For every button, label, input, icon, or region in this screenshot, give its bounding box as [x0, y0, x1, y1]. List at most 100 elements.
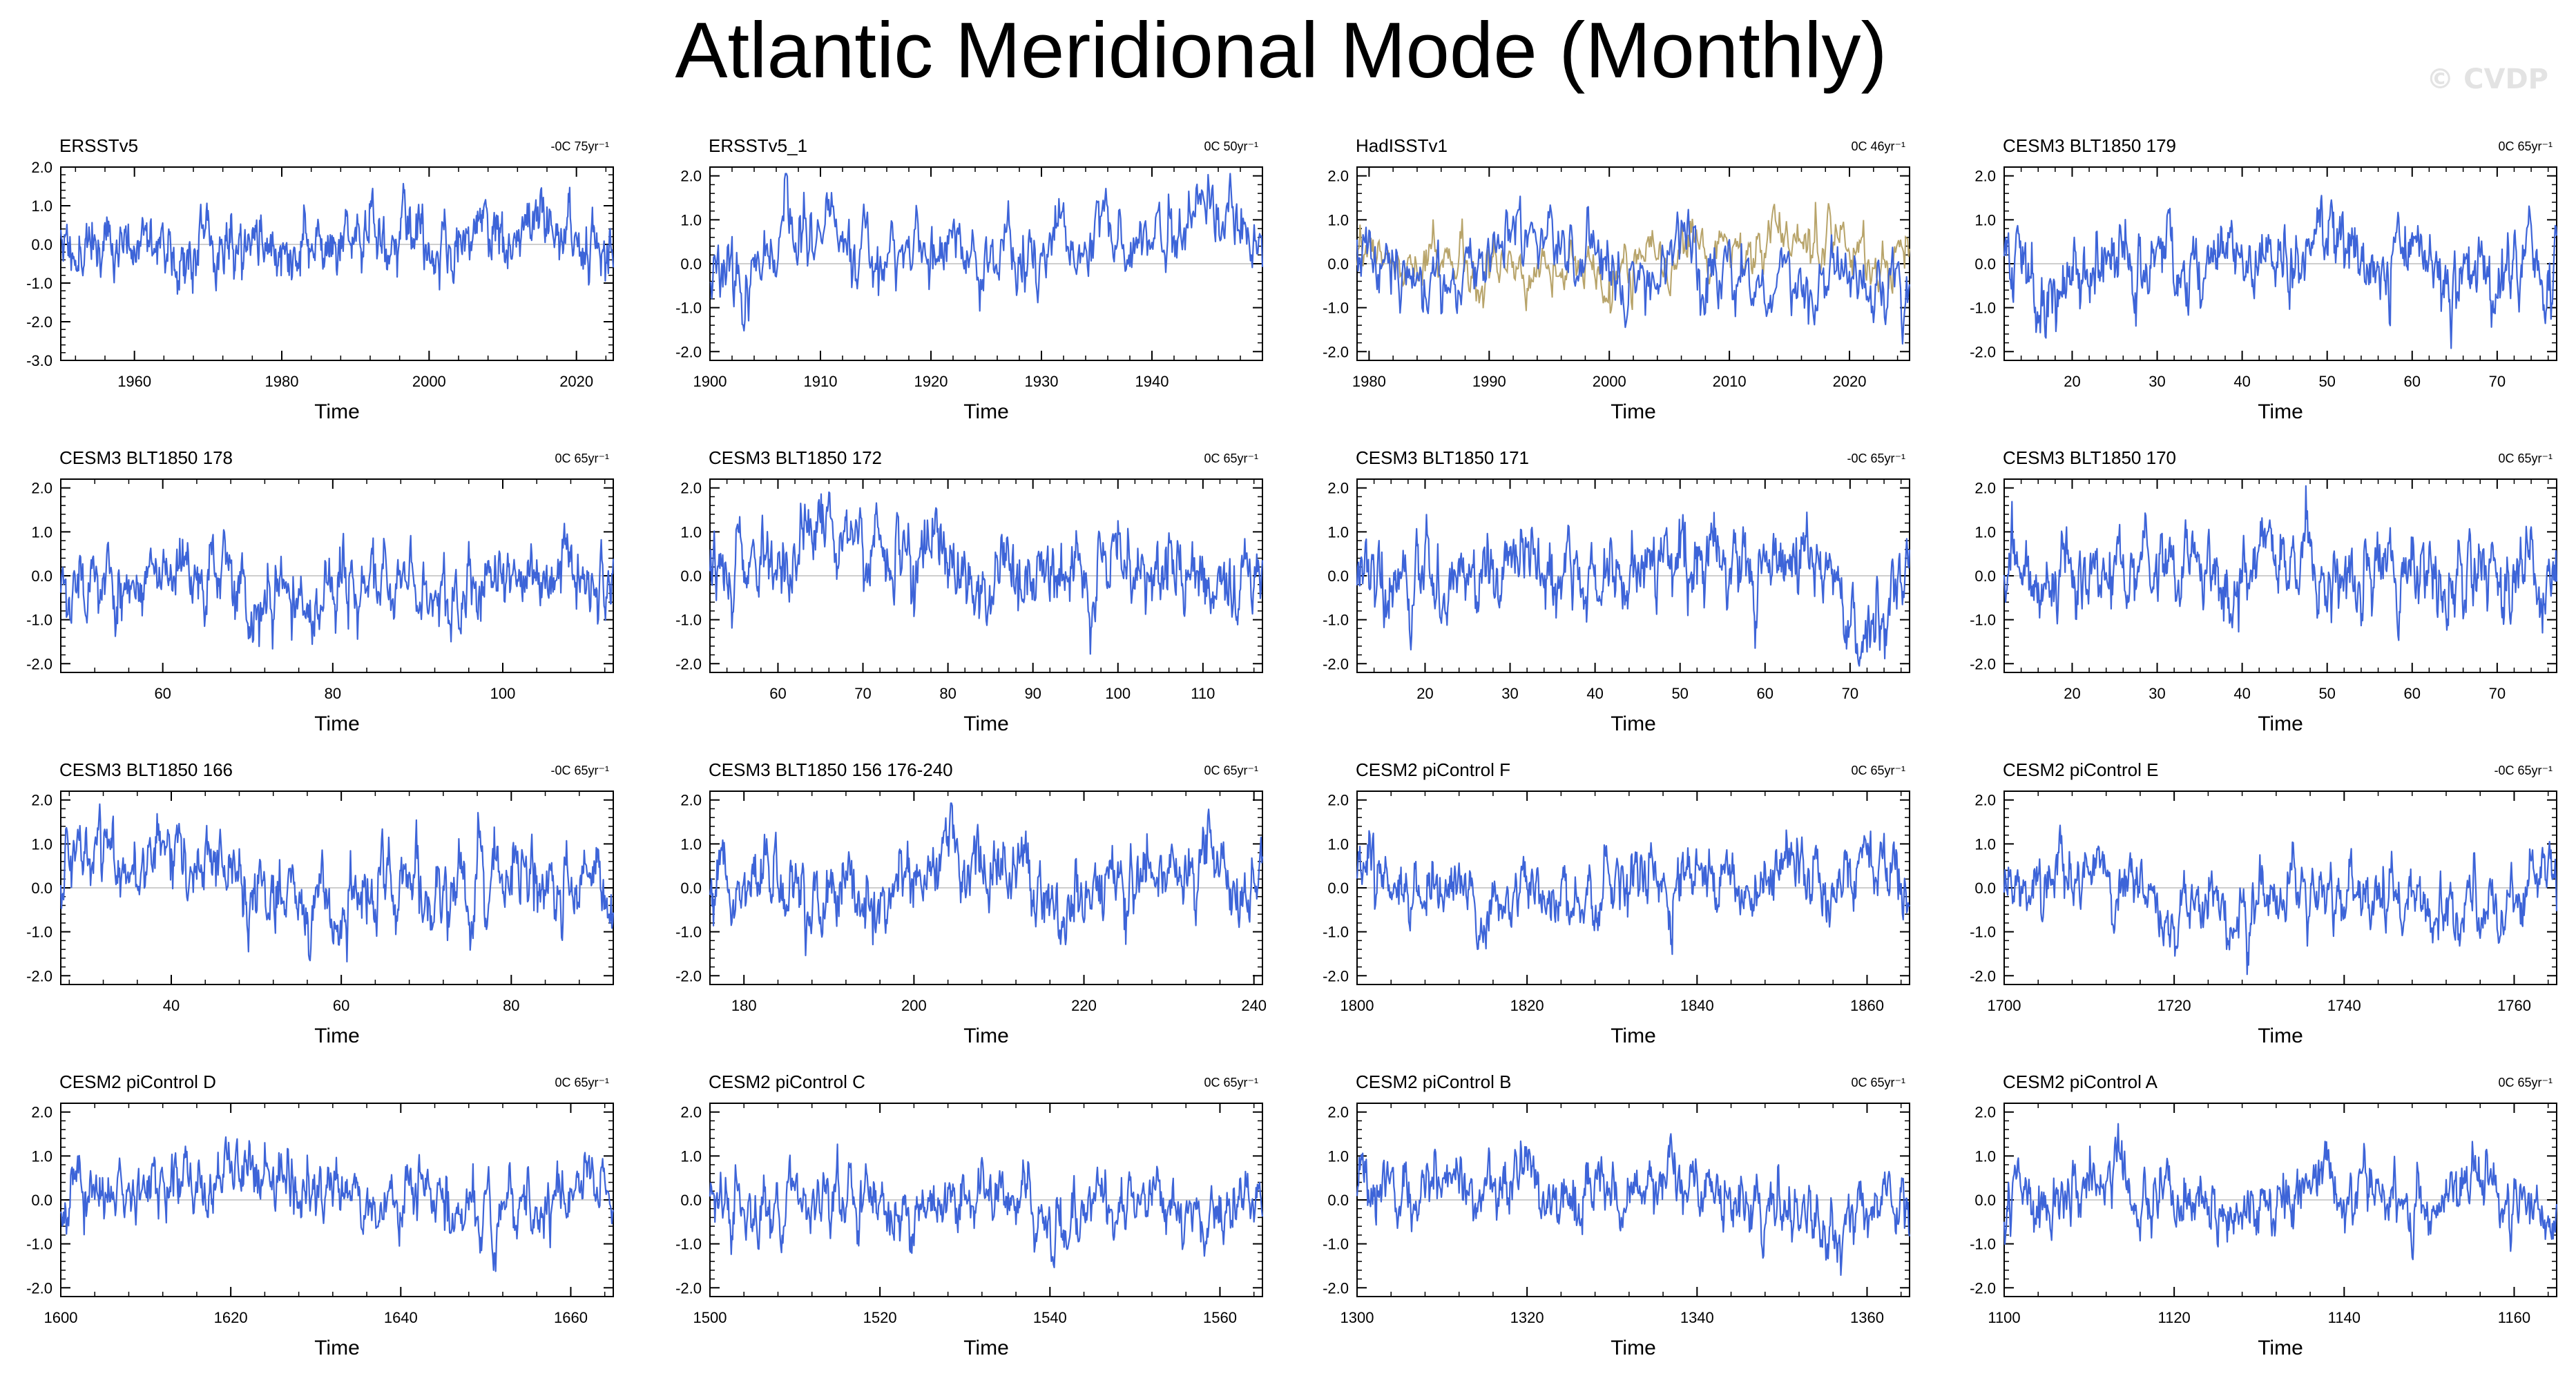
trend-label: -0C 65yr⁻¹	[1847, 452, 1905, 465]
x-tick-label: 40	[1586, 685, 1603, 702]
trend-label: 0C 65yr⁻¹	[1851, 1076, 1905, 1089]
amm-series-line	[59, 803, 615, 963]
x-tick-label: 1820	[1510, 997, 1544, 1014]
amm-series-line	[2003, 195, 2558, 349]
x-tick-label: 100	[1105, 685, 1131, 702]
x-tick-label: 2010	[1713, 373, 1747, 390]
y-tick-label: -1.0	[26, 924, 52, 941]
y-tick-label: 0.0	[1974, 255, 1996, 273]
panel-1: ERSSTv5 -0C 75yr⁻¹ -3.0 -2.0 -1.0 0.0 1.0 2.0 19…	[26, 135, 615, 423]
y-tick-label: 0.0	[31, 568, 52, 585]
panel-title: CESM2 piControl E	[2003, 759, 2158, 780]
trend-label: 0C 65yr⁻¹	[555, 1076, 609, 1089]
panel-14: CESM2 piControl C 0C 65yr⁻¹ -2.0 -1.0 0.0 1.0…	[675, 1071, 1264, 1359]
x-tick-label: 80	[503, 997, 519, 1014]
x-tick-label: 2020	[559, 373, 593, 390]
y-tick-label: 1.0	[1327, 523, 1349, 541]
x-tick-label: 30	[2149, 373, 2165, 390]
trend-label: 0C 46yr⁻¹	[1851, 139, 1905, 153]
panel-11: CESM2 piControl F 0C 65yr⁻¹ -2.0 -1.0 0.0 1.0…	[1323, 759, 1910, 1047]
panel-title: ERSSTv5	[59, 135, 138, 156]
x-tick-label: 1620	[214, 1309, 248, 1326]
x-tick-label: 50	[1671, 685, 1688, 702]
x-tick-label: 1320	[1510, 1309, 1544, 1326]
x-tick-label: 50	[2318, 373, 2335, 390]
x-tick-label: 1740	[2327, 997, 2361, 1014]
trend-label: 0C 65yr⁻¹	[2498, 1076, 2553, 1089]
amm-series-line	[2003, 824, 2558, 976]
panel-12: CESM2 piControl E -0C 65yr⁻¹ -2.0 -1.0 0.0 1.…	[1970, 759, 2558, 1047]
y-tick-label: -1.0	[1970, 1236, 1996, 1253]
trend-label: 0C 65yr⁻¹	[2498, 139, 2553, 153]
x-tick-label: 60	[154, 685, 171, 702]
x-axis-title: Time	[2258, 1025, 2303, 1047]
y-tick-label: 1.0	[1327, 211, 1349, 229]
amm-series-line	[1356, 1133, 1911, 1277]
y-tick-label: 0.0	[680, 880, 702, 897]
x-axis-title: Time	[314, 400, 360, 423]
x-tick-label: 1160	[2498, 1309, 2530, 1326]
x-axis-title: Time	[2258, 400, 2303, 423]
y-tick-label: -2.0	[1970, 1279, 1996, 1297]
panel-title: CESM2 piControl D	[59, 1071, 216, 1092]
x-tick-label: 80	[939, 685, 956, 702]
y-tick-label: 1.0	[680, 835, 702, 853]
amm-series-line	[59, 182, 615, 295]
x-tick-label: 1980	[265, 373, 299, 390]
panel-title: HadISSTv1	[1356, 135, 1448, 156]
amm-series-line	[1356, 829, 1910, 956]
y-tick-label: 2.0	[680, 792, 702, 809]
x-tick-label: 70	[2489, 373, 2506, 390]
watermark: © CVDP	[2426, 64, 2548, 95]
y-tick-label: 0.0	[1974, 568, 1996, 585]
x-tick-label: 80	[325, 685, 341, 702]
y-tick-label: 2.0	[1327, 792, 1349, 809]
x-tick-label: 100	[490, 685, 516, 702]
x-tick-label: 60	[2404, 373, 2421, 390]
panel-6: CESM3 BLT1850 172 0C 65yr⁻¹ -2.0 -1.0 0.0 1.0…	[675, 447, 1264, 735]
x-axis-title: Time	[1611, 1025, 1656, 1047]
y-tick-label: -2.0	[1970, 967, 1996, 985]
x-tick-label: 1120	[2157, 1309, 2190, 1326]
x-tick-label: 1960	[117, 373, 151, 390]
y-tick-label: 0.0	[31, 236, 52, 253]
panel-15: CESM2 piControl B 0C 65yr⁻¹ -2.0 -1.0 0.0 1.0…	[1323, 1071, 1911, 1359]
y-tick-label: -2.0	[26, 655, 52, 672]
y-tick-label: 1.0	[680, 211, 702, 229]
y-tick-label: 2.0	[1974, 480, 1996, 497]
y-tick-label: 0.0	[680, 1192, 702, 1209]
y-tick-label: 1.0	[31, 197, 52, 215]
x-tick-label: 70	[1842, 685, 1858, 702]
y-tick-label: 1.0	[1974, 523, 1996, 541]
y-tick-label: 0.0	[31, 1192, 52, 1209]
x-axis-title: Time	[2258, 712, 2303, 735]
y-tick-label: -2.0	[675, 967, 702, 985]
x-axis-title: Time	[963, 400, 1009, 423]
amm-series-line	[709, 1143, 1264, 1268]
x-tick-label: 1800	[1340, 997, 1374, 1014]
y-tick-label: 1.0	[680, 523, 702, 541]
y-tick-label: -1.0	[675, 924, 702, 941]
y-tick-label: -1.0	[1970, 924, 1996, 941]
y-tick-label: -2.0	[1970, 655, 1996, 672]
y-tick-label: 2.0	[1974, 1104, 1996, 1121]
x-tick-label: 2020	[1833, 373, 1867, 390]
x-tick-label: 1540	[1033, 1309, 1067, 1326]
x-tick-label: 1520	[863, 1309, 897, 1326]
amm-series-line	[709, 491, 1264, 655]
x-axis-title: Time	[963, 1025, 1009, 1047]
x-tick-label: 20	[2064, 373, 2080, 390]
x-axis-title: Time	[314, 1025, 360, 1047]
x-axis-title: Time	[1611, 1337, 1656, 1359]
x-tick-label: 40	[2233, 373, 2250, 390]
panel-title: CESM3 BLT1850 156 176-240	[709, 759, 953, 780]
panel-9: CESM3 BLT1850 166 -0C 65yr⁻¹ -2.0 -1.0 0.0 1.…	[26, 759, 615, 1047]
y-tick-label: -1.0	[675, 612, 702, 629]
x-tick-label: 30	[1501, 685, 1518, 702]
x-tick-label: 110	[1191, 685, 1215, 702]
x-tick-label: 1930	[1025, 373, 1059, 390]
trend-label: 0C 65yr⁻¹	[1204, 452, 1258, 465]
panel-8: CESM3 BLT1850 170 0C 65yr⁻¹ -2.0 -1.0 0.0 1.0…	[1970, 447, 2558, 735]
x-tick-label: 180	[731, 997, 757, 1014]
